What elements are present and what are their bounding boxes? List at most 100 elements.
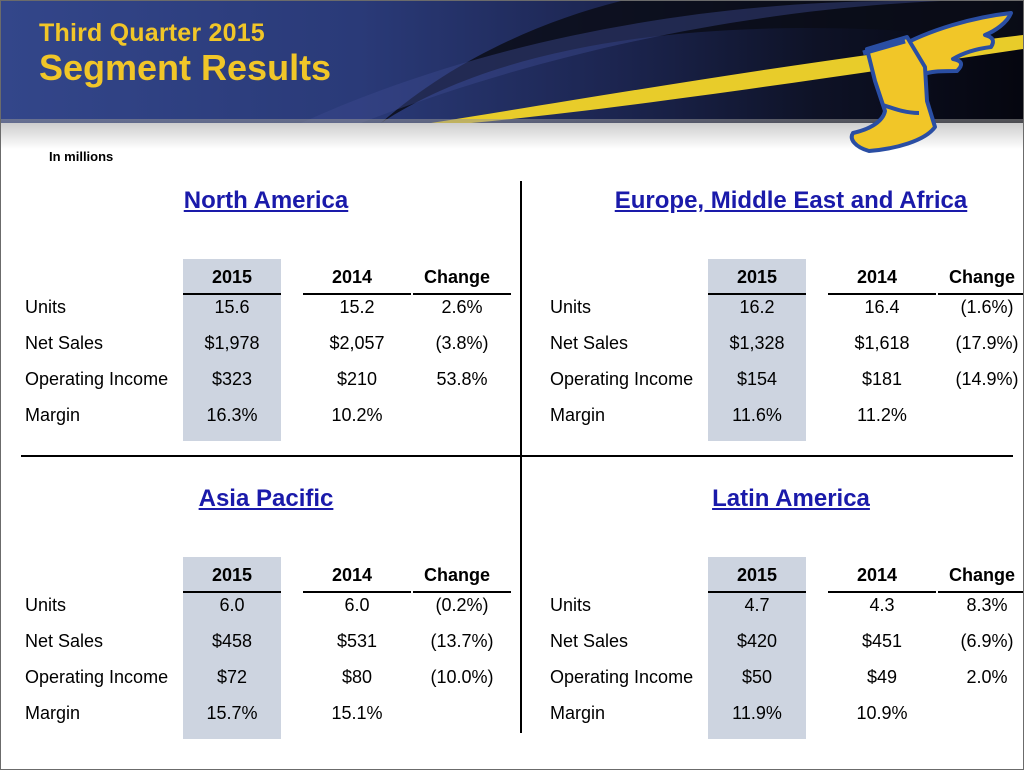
table-cell: $458 xyxy=(211,631,253,651)
units-note: In millions xyxy=(49,149,114,164)
row-label: Margin xyxy=(25,405,81,425)
table-cell: $210 xyxy=(336,369,378,389)
column-header: 2015 xyxy=(211,565,253,585)
table-cell: (17.9%) xyxy=(955,333,1019,353)
table-cell: (3.8%) xyxy=(435,333,489,353)
table-cell: 4.7 xyxy=(744,595,770,615)
column-header: 2015 xyxy=(211,267,253,287)
row-label: Net Sales xyxy=(550,333,629,353)
table-cell: $50 xyxy=(741,667,773,687)
table-cell: 15.6 xyxy=(214,297,250,317)
table-cell: 11.2% xyxy=(857,405,907,425)
table-cell: (6.9%) xyxy=(960,631,1014,651)
row-label: Margin xyxy=(550,703,606,723)
highlight-2015-column xyxy=(708,557,806,739)
column-header: 2014 xyxy=(856,267,898,287)
table-cell: 10.2% xyxy=(331,405,383,425)
vertical-divider xyxy=(520,181,522,733)
header-underline xyxy=(938,591,1023,593)
header-underline xyxy=(413,293,511,295)
table-cell: $2,057 xyxy=(329,333,385,353)
row-label: Margin xyxy=(25,703,81,723)
table-cell: $1,618 xyxy=(854,333,910,353)
table-cell: 6.0 xyxy=(344,595,370,615)
table-cell: $181 xyxy=(861,369,903,389)
header-underline xyxy=(183,293,281,295)
table-cell: 15.7% xyxy=(206,703,258,723)
title-line-2: Segment Results xyxy=(39,47,332,88)
table-cell: $1,978 xyxy=(204,333,260,353)
row-label: Net Sales xyxy=(25,631,104,651)
table-cell: $154 xyxy=(736,369,778,389)
row-label: Operating Income xyxy=(550,369,694,389)
table-cell: $72 xyxy=(216,667,248,687)
column-header: Change xyxy=(423,267,490,287)
column-header: 2015 xyxy=(736,267,778,287)
header-underline xyxy=(828,293,936,295)
table-cell: 2.6% xyxy=(441,297,483,317)
table-cell: (0.2%) xyxy=(435,595,489,615)
table-cell: 2.0% xyxy=(966,667,1008,687)
segment-title: North America xyxy=(183,187,349,214)
column-header: Change xyxy=(948,565,1015,585)
header-underline xyxy=(708,591,806,593)
row-label: Units xyxy=(25,595,67,615)
column-header: 2015 xyxy=(736,565,778,585)
header-underline xyxy=(303,591,411,593)
table-cell: 4.3 xyxy=(869,595,895,615)
segment-asia-pacific: Asia Pacific 2015 2014 Change Units 6.0 6.0 (0.… xyxy=(21,485,511,755)
header-underline xyxy=(183,591,281,593)
table-cell: 6.0 xyxy=(219,595,245,615)
header-underline xyxy=(413,591,511,593)
segment-title: Asia Pacific xyxy=(198,485,334,512)
table-cell: 11.9% xyxy=(732,703,782,723)
table-cell: $80 xyxy=(341,667,373,687)
table-cell: (14.9%) xyxy=(955,369,1019,389)
header-underline xyxy=(828,591,936,593)
horizontal-divider xyxy=(21,455,1013,457)
row-label: Units xyxy=(25,297,67,317)
table-cell: 53.8% xyxy=(436,369,488,389)
table-cell: 11.6% xyxy=(732,405,782,425)
table-cell: $451 xyxy=(861,631,903,651)
row-label: Units xyxy=(550,297,592,317)
winged-foot-logo-icon xyxy=(849,11,1013,153)
row-label: Operating Income xyxy=(25,667,169,687)
row-label: Margin xyxy=(550,405,606,425)
table-cell: (10.0%) xyxy=(430,667,494,687)
table-cell: 8.3% xyxy=(966,595,1008,615)
segment-latin-america: Latin America 2015 2014 Change Units 4.7 4.3 8.… xyxy=(546,485,1023,755)
table-cell: 15.2 xyxy=(339,297,375,317)
row-label: Net Sales xyxy=(25,333,104,353)
table-cell: $420 xyxy=(736,631,778,651)
header-banner: Third Quarter 2015 Segment Results xyxy=(1,1,1023,123)
header-underline xyxy=(938,293,1023,295)
column-header: Change xyxy=(948,267,1015,287)
highlight-2015-column xyxy=(708,259,806,441)
row-label: Units xyxy=(550,595,592,615)
segment-emea: Europe, Middle East and Africa 2015 2014 Ch… xyxy=(546,187,1023,457)
table-cell: 16.3% xyxy=(206,405,258,425)
table-cell: $531 xyxy=(336,631,378,651)
header-underline xyxy=(708,293,806,295)
table-cell: 10.9% xyxy=(856,703,908,723)
table-cell: $1,328 xyxy=(729,333,785,353)
table-cell: (13.7%) xyxy=(430,631,494,651)
segment-title: Latin America xyxy=(712,485,870,512)
table-cell: $323 xyxy=(211,369,253,389)
table-cell: (1.6%) xyxy=(960,297,1014,317)
header-underline xyxy=(303,293,411,295)
segment-north-america: North America 2015 2014 Change Units 15.6 15.2… xyxy=(21,187,511,457)
table-cell: 16.4 xyxy=(864,297,900,317)
highlight-2015-column xyxy=(183,259,281,441)
highlight-2015-column xyxy=(183,557,281,739)
column-header: 2014 xyxy=(856,565,898,585)
table-cell: 16.2 xyxy=(739,297,775,317)
title-line-1: Third Quarter 2015 xyxy=(39,19,265,47)
column-header: Change xyxy=(423,565,490,585)
row-label: Operating Income xyxy=(550,667,694,687)
column-header: 2014 xyxy=(331,267,373,287)
table-cell: $49 xyxy=(866,667,898,687)
column-header: 2014 xyxy=(331,565,373,585)
